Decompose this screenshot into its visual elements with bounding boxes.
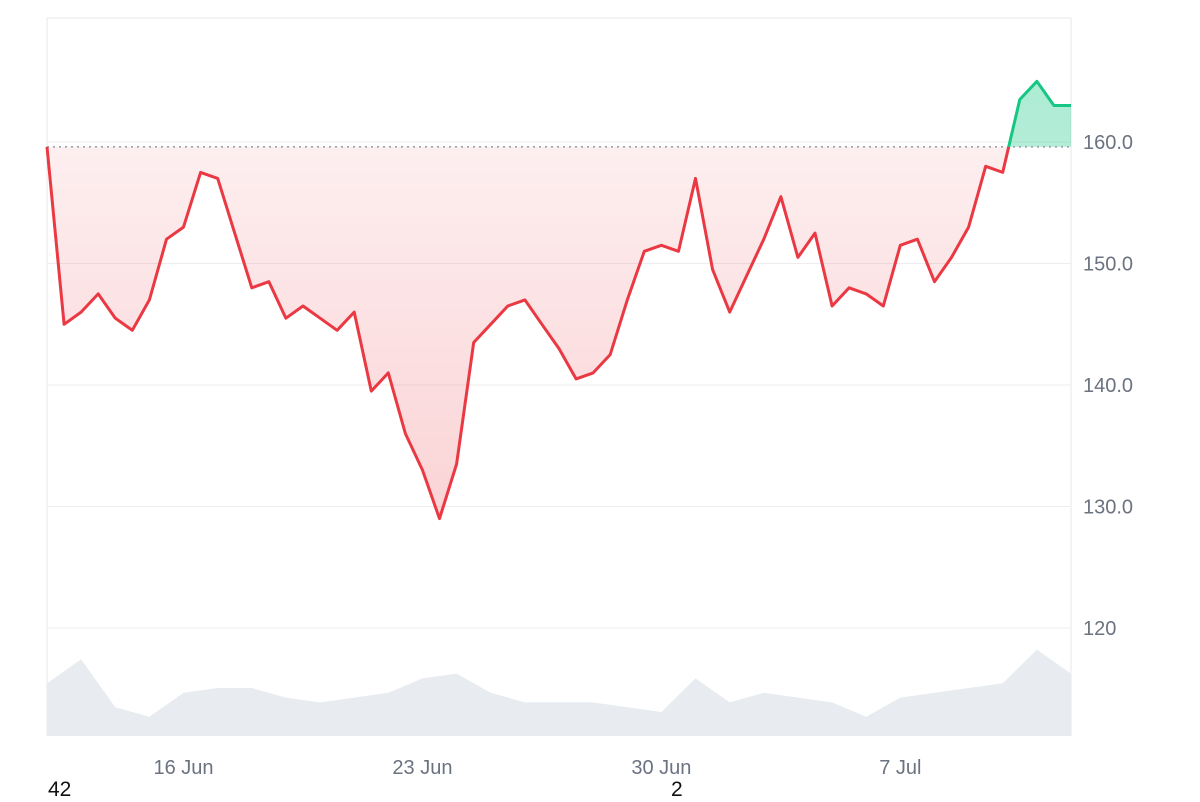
- volume-area: [47, 650, 1071, 736]
- x-tick-label: 7 Jul: [879, 757, 921, 779]
- x-tick-label: 23 Jun: [392, 757, 452, 779]
- y-tick-label: 130.0: [1083, 497, 1133, 519]
- y-tick-label: 150.0: [1083, 254, 1133, 276]
- y-tick-label: 120: [1083, 618, 1116, 640]
- footer-left-value: 42: [48, 778, 71, 802]
- x-tick-label: 30 Jun: [631, 757, 691, 779]
- x-tick-label: 16 Jun: [154, 757, 214, 779]
- y-tick-label: 160.0: [1083, 132, 1133, 154]
- y-tick-label: 140.0: [1083, 375, 1133, 397]
- volume-shape: [47, 650, 1071, 736]
- y-axis-labels: 160.0 150.0 140.0 130.0 120: [1083, 132, 1133, 640]
- x-axis-labels: 16 Jun 23 Jun 30 Jun 7 Jul: [154, 757, 922, 779]
- footer-mid-value: 2: [671, 778, 683, 802]
